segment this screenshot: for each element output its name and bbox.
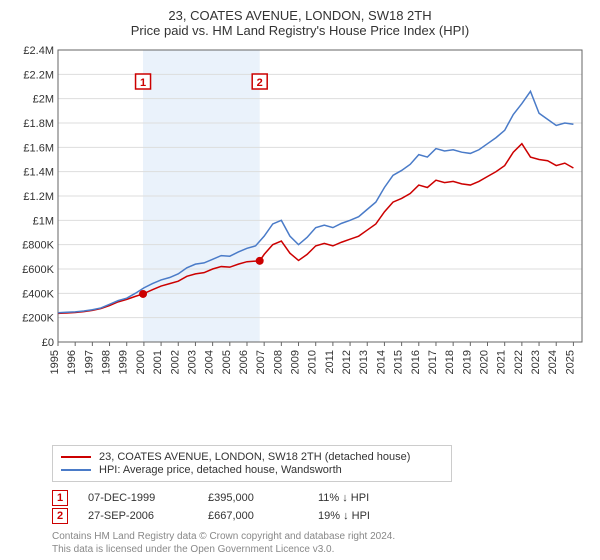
svg-text:2022: 2022 — [513, 350, 525, 374]
svg-text:2011: 2011 — [324, 350, 336, 374]
sale-diff: 19% ↓ HPI — [318, 510, 428, 522]
svg-text:£1M: £1M — [33, 215, 54, 227]
svg-text:£2.2M: £2.2M — [23, 69, 54, 81]
svg-text:1997: 1997 — [83, 350, 95, 374]
svg-text:2006: 2006 — [238, 350, 250, 374]
svg-text:1998: 1998 — [101, 350, 113, 374]
svg-text:2001: 2001 — [152, 350, 164, 374]
legend-item-price-paid: 23, COATES AVENUE, LONDON, SW18 2TH (det… — [61, 451, 443, 463]
svg-text:2014: 2014 — [375, 350, 387, 374]
svg-text:2013: 2013 — [358, 350, 370, 374]
footnote: Contains HM Land Registry data © Crown c… — [52, 530, 588, 556]
title-address: 23, COATES AVENUE, LONDON, SW18 2TH — [12, 8, 588, 23]
footnote-line: This data is licensed under the Open Gov… — [52, 543, 588, 556]
sale-date: 07-DEC-1999 — [88, 492, 208, 504]
chart-title: 23, COATES AVENUE, LONDON, SW18 2TH Pric… — [12, 8, 588, 38]
svg-text:2012: 2012 — [341, 350, 353, 374]
sale-row: 2 27-SEP-2006 £667,000 19% ↓ HPI — [52, 508, 588, 524]
svg-text:2008: 2008 — [272, 350, 284, 374]
svg-text:2023: 2023 — [530, 350, 542, 374]
legend: 23, COATES AVENUE, LONDON, SW18 2TH (det… — [52, 445, 452, 482]
svg-text:2017: 2017 — [427, 350, 439, 374]
svg-text:2009: 2009 — [290, 350, 302, 374]
svg-text:2024: 2024 — [547, 350, 559, 374]
svg-text:2016: 2016 — [410, 350, 422, 374]
svg-text:1999: 1999 — [118, 350, 130, 374]
sale-price: £395,000 — [208, 492, 318, 504]
svg-text:2021: 2021 — [496, 350, 508, 374]
svg-text:2007: 2007 — [255, 350, 267, 374]
legend-swatch-red — [61, 456, 91, 458]
svg-text:2002: 2002 — [169, 350, 181, 374]
svg-text:2005: 2005 — [221, 350, 233, 374]
svg-text:£400K: £400K — [22, 288, 54, 300]
svg-text:2000: 2000 — [135, 350, 147, 374]
svg-text:£0: £0 — [42, 337, 54, 349]
svg-text:2: 2 — [257, 77, 263, 89]
sales-table: 1 07-DEC-1999 £395,000 11% ↓ HPI 2 27-SE… — [52, 488, 588, 526]
svg-text:2019: 2019 — [461, 350, 473, 374]
legend-swatch-blue — [61, 469, 91, 471]
sale-marker-icon: 1 — [52, 490, 68, 506]
sale-diff: 11% ↓ HPI — [318, 492, 428, 504]
svg-text:£1.6M: £1.6M — [23, 142, 54, 154]
legend-label: HPI: Average price, detached house, Wand… — [99, 464, 342, 476]
svg-text:£1.2M: £1.2M — [23, 191, 54, 203]
svg-text:£200K: £200K — [22, 313, 54, 325]
svg-text:2025: 2025 — [564, 350, 576, 374]
svg-text:2018: 2018 — [444, 350, 456, 374]
svg-text:£2.4M: £2.4M — [23, 45, 54, 57]
svg-text:2003: 2003 — [186, 350, 198, 374]
svg-text:£2M: £2M — [33, 94, 54, 106]
legend-label: 23, COATES AVENUE, LONDON, SW18 2TH (det… — [99, 451, 410, 463]
svg-text:2010: 2010 — [307, 350, 319, 374]
svg-text:2004: 2004 — [204, 350, 216, 374]
svg-text:£1.4M: £1.4M — [23, 167, 54, 179]
sale-date: 27-SEP-2006 — [88, 510, 208, 522]
line-chart-svg: £0 £200K £400K £600K £800K £1M £1.2M £1.4M £1.6M… — [12, 42, 588, 392]
svg-text:£1.8M: £1.8M — [23, 118, 54, 130]
title-subtitle: Price paid vs. HM Land Registry's House … — [12, 23, 588, 38]
svg-text:2015: 2015 — [393, 350, 405, 374]
svg-text:1: 1 — [140, 77, 146, 89]
svg-text:1995: 1995 — [49, 350, 61, 374]
svg-text:£800K: £800K — [22, 240, 54, 252]
chart-container: 23, COATES AVENUE, LONDON, SW18 2TH Pric… — [0, 0, 600, 560]
svg-text:£600K: £600K — [22, 264, 54, 276]
sale-row: 1 07-DEC-1999 £395,000 11% ↓ HPI — [52, 490, 588, 506]
svg-text:2020: 2020 — [479, 350, 491, 374]
sale-marker-icon: 2 — [52, 508, 68, 524]
legend-item-hpi: HPI: Average price, detached house, Wand… — [61, 464, 443, 476]
plot-area: £0 £200K £400K £600K £800K £1M £1.2M £1.4M £1.6M… — [12, 42, 588, 441]
svg-text:1996: 1996 — [66, 350, 78, 374]
footnote-line: Contains HM Land Registry data © Crown c… — [52, 530, 588, 543]
sale-price: £667,000 — [208, 510, 318, 522]
